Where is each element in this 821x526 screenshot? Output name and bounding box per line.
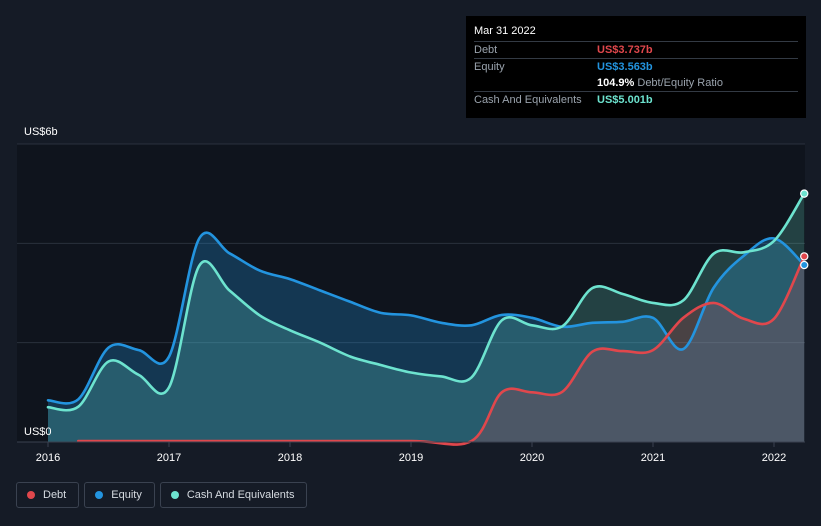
x-tick-label: 2016	[36, 452, 60, 464]
tooltip-debt-row: Debt US$3.737b	[474, 42, 798, 59]
y-axis-top-label: US$6b	[24, 126, 58, 138]
x-tick-label: 2019	[399, 452, 423, 464]
equity-area	[48, 232, 805, 442]
x-axis-ticks: 2016 2017 2018 2019 2020 2021 2022	[36, 442, 786, 464]
tooltip-date: Mar 31 2022	[474, 22, 798, 42]
tooltip-cash-row: Cash And Equivalents US$5.001b	[474, 92, 798, 108]
legend-item-cash[interactable]: Cash And Equivalents	[159, 482, 308, 508]
cash-and-equivalents-area	[48, 193, 805, 442]
legend-label-cash: Cash And Equivalents	[186, 489, 295, 501]
equity-dot-icon	[95, 491, 104, 499]
legend-item-equity[interactable]: Equity	[84, 482, 155, 508]
tooltip-debt-label: Debt	[474, 44, 498, 56]
cash-and-equivalents-line	[46, 192, 806, 412]
equity-endpoint	[800, 260, 809, 270]
equity-line	[46, 231, 806, 405]
x-tick-label: 2021	[641, 452, 665, 464]
legend-label-debt: Debt	[43, 489, 67, 501]
legend-item-debt[interactable]: Debt	[16, 482, 80, 508]
y-axis-bottom-label: US$0	[24, 426, 52, 438]
plot-past-region	[17, 144, 805, 442]
legend-label-equity: Equity	[111, 489, 142, 501]
series-lines	[46, 192, 806, 446]
x-tick-label: 2017	[157, 452, 181, 464]
tooltip-ratio-row: 104.9% Debt/Equity Ratio	[474, 75, 798, 92]
tooltip-equity-row: Equity US$3.563b	[474, 59, 798, 75]
tooltip-panel: Mar 31 2022 Debt US$3.737b Equity US$3.5…	[466, 16, 806, 118]
tooltip-cash-value: US$5.001b	[597, 94, 653, 106]
tooltip-equity-label: Equity	[474, 61, 505, 73]
tooltip-ratio: 104.9% Debt/Equity Ratio	[597, 75, 723, 91]
tooltip-ratio-value: 104.9%	[597, 77, 635, 89]
tooltip-cash-label: Cash And Equivalents	[474, 94, 582, 106]
tooltip-debt-value: US$3.737b	[597, 44, 653, 56]
x-tick-label: 2018	[278, 452, 302, 464]
tooltip-ratio-label: Debt/Equity Ratio	[637, 77, 723, 89]
series-areas	[48, 193, 805, 445]
debt-line	[77, 255, 806, 446]
debt-endpoint	[800, 252, 809, 261]
x-tick-label: 2022	[762, 452, 786, 464]
series-endpoints	[800, 189, 809, 270]
cash-and-equivalents-endpoint	[800, 189, 809, 198]
debt-dot-icon	[27, 491, 35, 499]
cash-dot-icon	[170, 491, 179, 499]
chart-legend: Debt Equity Cash And Equivalents	[16, 482, 308, 510]
debt-area	[78, 256, 805, 445]
tooltip-equity-value: US$3.563b	[597, 61, 653, 73]
x-tick-label: 2020	[520, 452, 544, 464]
